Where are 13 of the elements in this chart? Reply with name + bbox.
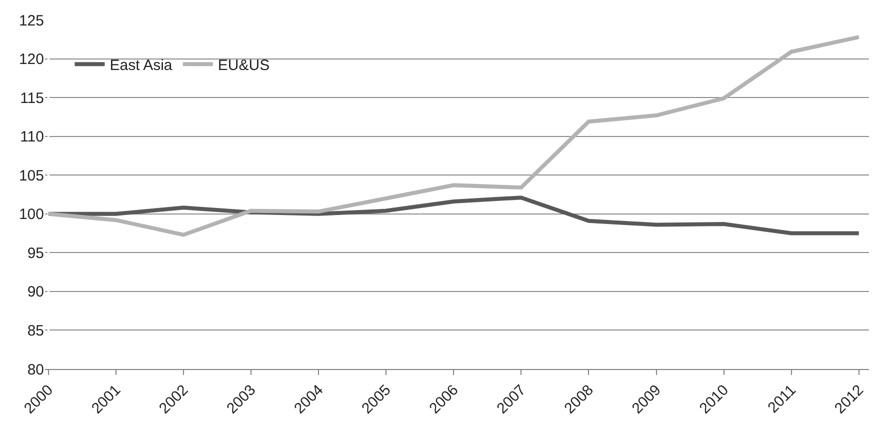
y-tick-label: 120 [18, 51, 44, 68]
y-tick-label: 105 [18, 167, 44, 184]
y-tick-label: 80 [27, 361, 44, 378]
legend-label: East Asia [110, 57, 173, 74]
y-tick-label: 90 [27, 284, 44, 301]
y-tick-label: 110 [20, 128, 44, 146]
legend-label: EU&US [218, 57, 270, 74]
line-series [46, 35, 861, 237]
y-tick-label: 85 [27, 322, 44, 340]
y-tick-label: 115 [20, 90, 44, 107]
y-tick-label: 100 [18, 206, 44, 224]
y-tick-label: 95 [27, 244, 44, 262]
y-tick-label: 125 [18, 12, 44, 30]
